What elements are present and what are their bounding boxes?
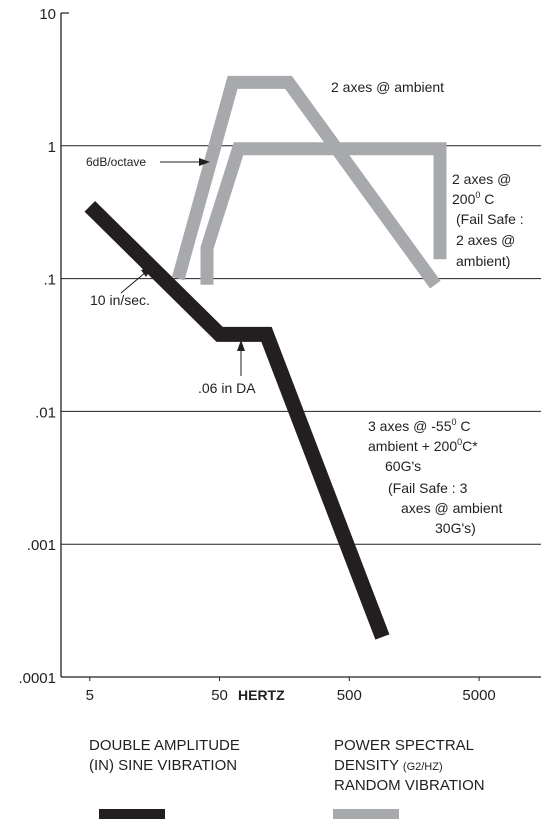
legend-label-units: (G2/HZ) — [403, 761, 443, 773]
svg-text:60G's: 60G's — [385, 458, 421, 474]
annotation-line: ambient) — [456, 253, 510, 269]
degree-superscript: 0 — [457, 437, 462, 447]
legend-item-psd: POWER SPECTRAL DENSITY (G2/HZ) RANDOM VI… — [333, 737, 485, 819]
annotation-10-in-sec-arrow — [120, 271, 147, 294]
series-line-psd-1 — [171, 75, 441, 289]
svg-text:DENSITY (G2/HZ): DENSITY (G2/HZ) — [334, 757, 443, 774]
svg-text:(Fail Safe : 3: (Fail Safe : 3 — [388, 480, 468, 496]
legend-label: RANDOM VIBRATION — [334, 777, 485, 794]
x-tick-label: 500 — [337, 687, 362, 704]
svg-text:ambient): ambient) — [456, 253, 510, 269]
annotation-line: C* — [462, 438, 478, 454]
annotation-06-in-da: .06 in DA — [198, 340, 256, 396]
svg-text:2 axes @: 2 axes @ — [452, 171, 511, 187]
annotation-line: 2 axes @ — [456, 232, 515, 248]
annotation-line: 2 axes @ — [452, 171, 511, 187]
x-tick-label: 5000 — [462, 687, 495, 704]
series-layer — [84, 75, 447, 640]
degree-superscript: 0 — [451, 417, 456, 427]
arrowhead-icon — [237, 340, 245, 351]
annotation-line: C — [457, 418, 471, 434]
annotation-line: 60G's — [385, 458, 421, 474]
degree-superscript: 0 — [475, 190, 480, 200]
annotation-2-axes-200c: 2 axes @ 2000 C (Fail Safe : 2 axes @ am… — [452, 171, 524, 269]
annotation-6db-octave-text: 6dB/octave — [86, 155, 146, 169]
y-tick-labels: 10 1 .1 .01 .001 .0001 — [18, 6, 56, 687]
annotation-06-in-da-text: .06 in DA — [198, 380, 256, 396]
arrowhead-icon — [199, 158, 210, 166]
legend-label: POWER SPECTRAL — [334, 737, 474, 754]
x-tick-label: 50 — [211, 687, 228, 704]
svg-text:3 axes @ -550 C: 3 axes @ -550 C — [368, 417, 471, 434]
annotation-6db-octave: 6dB/octave — [86, 155, 210, 169]
series-line-psd-2 — [200, 142, 447, 285]
legend-swatch-psd — [333, 809, 399, 819]
legend-label: DOUBLE AMPLITUDE — [89, 737, 240, 754]
y-tick-label: .0001 — [18, 670, 56, 687]
annotation-10-in-sec: 10 in/sec. — [90, 267, 152, 308]
x-tick-label: 5 — [86, 687, 94, 704]
x-tick-labels: 5 50 500 5000 — [86, 677, 496, 704]
annotation-10-in-sec-text: 10 in/sec. — [90, 292, 150, 308]
y-tick-label: .1 — [43, 272, 56, 289]
y-tick-label: 10 — [39, 6, 56, 23]
annotation-2-axes-ambient: 2 axes @ ambient — [331, 79, 444, 95]
svg-text:30G's): 30G's) — [435, 520, 476, 536]
series-line-sine — [84, 200, 390, 640]
annotation-line: (Fail Safe : — [456, 211, 524, 227]
svg-text:(Fail Safe :: (Fail Safe : — [456, 211, 524, 227]
legend-label: DENSITY — [334, 757, 403, 774]
svg-text:axes @ ambient: axes @ ambient — [401, 500, 502, 516]
y-tick-label: 1 — [48, 139, 56, 156]
legend: DOUBLE AMPLITUDE (IN) SINE VIBRATION POW… — [89, 737, 485, 819]
annotation-line: axes @ ambient — [401, 500, 502, 516]
annotation-line: ambient + 200 — [368, 438, 457, 454]
svg-text:(IN) SINE VIBRATION: (IN) SINE VIBRATION — [89, 757, 237, 774]
y-tick-label: .001 — [27, 537, 56, 554]
annotation-3-axes: 3 axes @ -550 C ambient + 2000C* 60G's (… — [368, 417, 502, 536]
svg-text:RANDOM VIBRATION: RANDOM VIBRATION — [334, 777, 485, 794]
annotation-line: C — [480, 191, 494, 207]
svg-text:2 axes @: 2 axes @ — [456, 232, 515, 248]
annotation-line: 200 — [452, 191, 476, 207]
svg-text:2000 C: 2000 C — [452, 190, 494, 207]
legend-item-sine: DOUBLE AMPLITUDE (IN) SINE VIBRATION — [89, 737, 240, 819]
y-tick-label: .01 — [35, 404, 56, 421]
svg-text:POWER SPECTRAL: POWER SPECTRAL — [334, 737, 474, 754]
x-axis-label: HERTZ — [238, 687, 285, 703]
annotation-line: (Fail Safe : 3 — [388, 480, 468, 496]
legend-label: (IN) SINE VIBRATION — [89, 757, 237, 774]
arrowhead-icon — [141, 267, 152, 277]
svg-text:ambient + 2000C*: ambient + 2000C* — [368, 437, 478, 454]
annotation-line: 30G's) — [435, 520, 476, 536]
annotation-line: 3 axes @ -55 — [368, 418, 452, 434]
svg-text:DOUBLE AMPLITUDE: DOUBLE AMPLITUDE — [89, 737, 240, 754]
legend-swatch-sine — [99, 809, 165, 819]
